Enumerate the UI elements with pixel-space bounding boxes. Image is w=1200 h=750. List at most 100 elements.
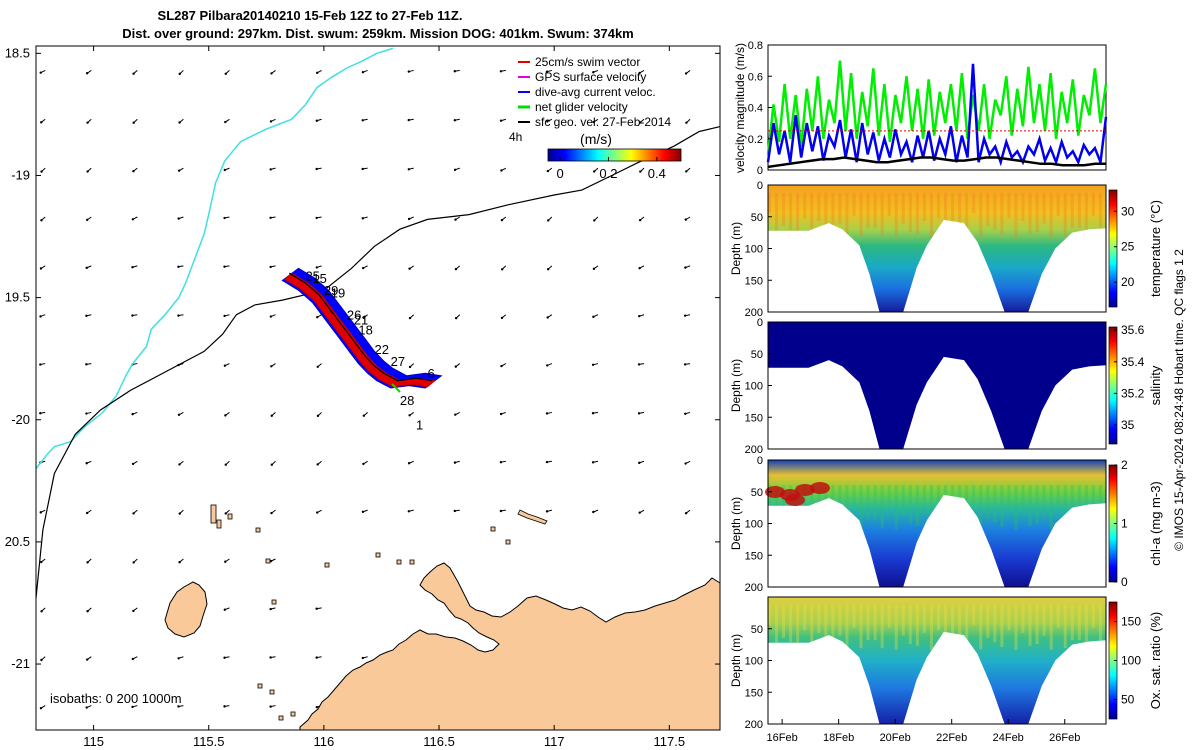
surface-velocity-vector	[223, 705, 230, 708]
surface-velocity-vector	[40, 118, 46, 124]
velocity-series	[766, 60, 1108, 169]
surface-velocity-vector	[639, 167, 645, 173]
velocity-y-tick-label: 0	[757, 165, 763, 177]
surface-velocity-vector	[545, 460, 552, 464]
surface-velocity-vector	[85, 265, 92, 270]
surface-velocity-vector	[638, 314, 645, 318]
surface-velocity-vector	[591, 363, 599, 367]
surface-velocity-vector	[86, 607, 92, 613]
surface-velocity-vector	[683, 314, 691, 317]
section-colorbar-label: Ox. sat. ratio (%)	[1148, 612, 1163, 710]
surface-velocity-vector	[361, 167, 368, 171]
surface-velocity-vector	[591, 460, 599, 464]
surface-velocity-vector	[500, 314, 507, 320]
map-x-axis: 115 115.5 116 116.5 117 117.5	[83, 46, 685, 749]
day-label-7: 22	[375, 342, 389, 357]
section-colorbar-tick-label: 50	[1121, 693, 1135, 707]
surface-velocity-vector	[269, 314, 276, 318]
time-x-tick-label: 20Feb	[880, 732, 911, 744]
surface-velocity-vector	[178, 558, 184, 564]
surface-velocity-vector	[269, 265, 276, 269]
surface-velocity-vector	[315, 265, 322, 269]
section-colorbar-tick-label: 100	[1121, 654, 1141, 668]
section-colorbar-label: salinity	[1148, 365, 1163, 405]
section-colorbar-tick-label: 0	[1121, 575, 1128, 589]
surface-velocity-vector	[407, 509, 414, 513]
surface-velocity-vector	[132, 167, 138, 173]
surface-velocity-vector	[270, 363, 276, 368]
surface-velocity-vector	[361, 656, 368, 660]
surface-velocity-vector	[453, 167, 460, 172]
section-colorbar-tick-label: 1	[1121, 517, 1128, 531]
surface-velocity-vector	[86, 118, 92, 124]
time-x-tick-label: 18Feb	[823, 732, 854, 744]
section-ylabel: Depth (m)	[729, 359, 743, 412]
surface-velocity-vector	[453, 509, 460, 513]
surface-velocity-vector	[362, 460, 368, 466]
surface-velocity-vector	[683, 363, 691, 366]
surface-velocity-vector	[224, 412, 230, 417]
map-y-tick-label: -21	[11, 656, 30, 671]
surface-velocity-vector	[40, 607, 46, 613]
surface-velocity-vector	[684, 509, 691, 515]
section-y-tick-label: 150	[745, 550, 763, 562]
surface-velocity-vector	[454, 314, 461, 320]
isobath-0m	[35, 47, 394, 470]
surface-velocity-vector	[131, 265, 138, 269]
surface-velocity-vector	[684, 70, 691, 75]
surface-velocity-vector	[131, 216, 138, 221]
section-y-tick-label: 150	[745, 687, 763, 699]
land-mainland	[299, 562, 721, 731]
surface-velocity-vector	[637, 411, 645, 415]
section-colorbar	[1108, 189, 1118, 308]
map-legend: 25cm/s swim vector GPS surface velocity …	[509, 55, 682, 181]
section-y-tick-label: 100	[745, 244, 763, 256]
net-glider-velocity-mark	[391, 383, 401, 393]
velocity-y-tick-label: 0.2	[748, 134, 763, 146]
surface-velocity-vector	[499, 69, 506, 73]
surface-velocity-vector	[269, 656, 276, 659]
section-colorbar-tick-label: 2	[1121, 458, 1128, 472]
surface-velocity-vector	[361, 118, 368, 122]
surface-velocity-vector	[407, 216, 414, 221]
surface-velocity-vector	[85, 363, 92, 366]
velocity-y-axis: 0 0.2 0.4 0.6 0.8	[748, 40, 772, 177]
surface-velocity-vector	[131, 314, 138, 317]
surface-velocity-vector	[177, 265, 184, 268]
surface-velocity-vector	[362, 314, 368, 319]
surface-velocity-vector	[223, 656, 230, 659]
map-y-tick-label: 18.5	[5, 45, 30, 60]
section-colorbar-label: chl-a (mg m-3)	[1148, 481, 1163, 566]
surface-velocity-vector	[500, 265, 507, 271]
surface-velocity-vector	[177, 656, 184, 660]
surface-velocity-vector	[361, 216, 368, 220]
section-y-tick-label: 200	[745, 719, 763, 731]
velocity-y-tick-label: 0.4	[748, 103, 763, 115]
glider-track	[281, 267, 443, 393]
surface-velocity-vector	[546, 118, 553, 123]
surface-velocity-vector	[500, 363, 507, 368]
surface-velocity-vector	[545, 411, 552, 415]
surface-velocity-vector	[223, 216, 230, 220]
map-x-tick-label: 116.5	[423, 734, 455, 749]
section-y-tick-label: 100	[745, 656, 763, 668]
section-ylabel: Depth (m)	[729, 634, 743, 687]
surface-velocity-vector	[407, 460, 414, 465]
map-y-tick-label: -20	[11, 412, 30, 427]
surface-velocity-vector	[223, 265, 230, 268]
surface-velocity-vector	[361, 265, 368, 270]
surface-velocity-vector	[177, 705, 184, 708]
surface-velocity-vector	[454, 411, 460, 416]
section-y-tick-label: 200	[745, 582, 763, 594]
swim-vectors	[283, 272, 436, 388]
section-colorbar-tick-label: 35.4	[1121, 355, 1145, 369]
surface-velocity-vector	[684, 216, 691, 221]
surface-velocity-vector	[269, 216, 276, 219]
surface-velocity-vector	[315, 509, 322, 514]
surface-velocity-vector	[500, 216, 507, 222]
time-x-tick-label: 24Feb	[993, 732, 1024, 744]
section-y-tick-label: 200	[745, 444, 763, 456]
chart-title-line1: SL287 Pilbara20140210 15-Feb 12Z to 27-F…	[158, 8, 463, 23]
time-x-axis: 16Feb 18Feb 20Feb 22Feb 24Feb 26Feb	[767, 719, 1080, 744]
